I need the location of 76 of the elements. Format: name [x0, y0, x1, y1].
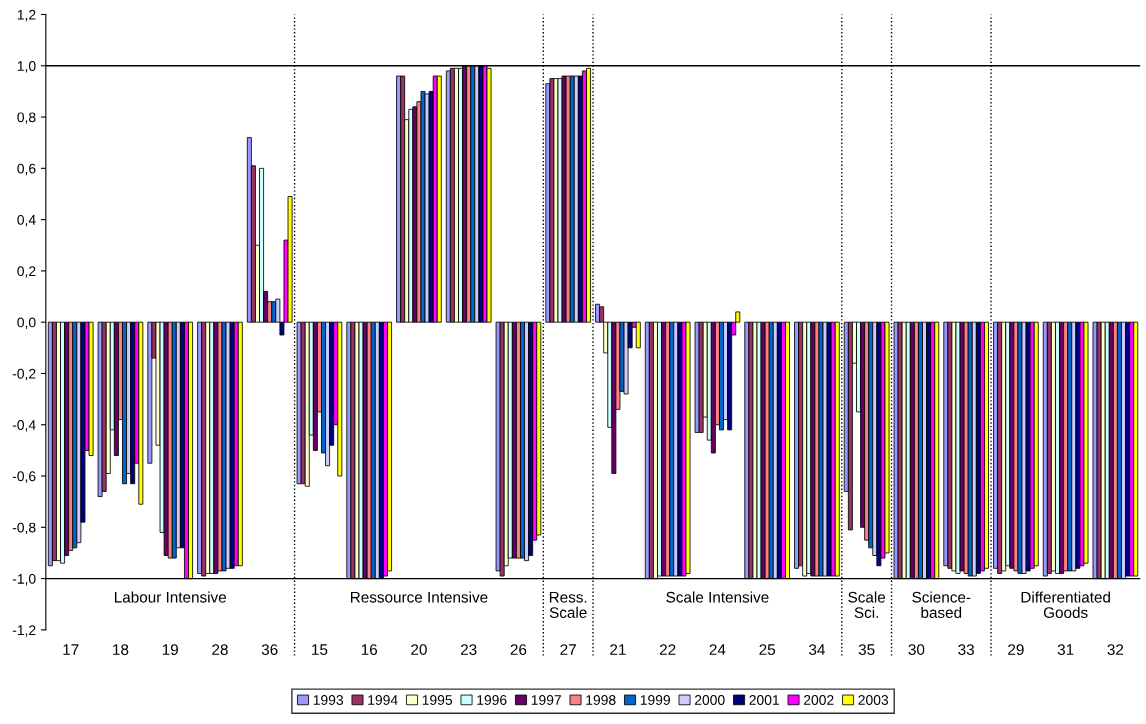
x-tick-label: 35 [858, 644, 875, 655]
x-tick-label: 28 [212, 644, 228, 655]
bar [727, 321, 733, 431]
legend-label: 1993 [313, 695, 344, 705]
x-tick-label: 36 [261, 644, 278, 655]
annotation: Ressource Intensive [350, 591, 488, 603]
y-tick-label: 0,8 [17, 112, 36, 124]
x-tick-label: 25 [759, 644, 776, 655]
annotation: Ress. Scale [549, 591, 587, 618]
legend-label: 1997 [531, 695, 561, 705]
bar [163, 321, 169, 556]
x-tick-label: 23 [460, 644, 477, 655]
y-tick-label: -0,8 [12, 522, 36, 535]
bar [436, 75, 442, 323]
bar [698, 321, 704, 433]
legend-label: 1994 [368, 695, 398, 705]
legend-label: 1998 [586, 695, 616, 705]
x-tick-label: 19 [162, 644, 178, 655]
legend-label: 2002 [803, 695, 834, 705]
y-tick-label: -1,0 [12, 573, 36, 586]
x-tick-label: 17 [63, 644, 79, 655]
bar [685, 321, 691, 574]
bar [565, 75, 571, 323]
bar [1083, 321, 1089, 564]
x-tick-label: 20 [411, 644, 427, 655]
annotation: Differentiated Goods [1021, 591, 1110, 618]
y-tick-label: 0,0 [17, 317, 36, 329]
bar [300, 321, 306, 485]
bar [963, 321, 969, 574]
x-tick-label: 32 [1107, 644, 1124, 655]
bar [847, 321, 853, 531]
x-tick-label: 18 [113, 644, 129, 655]
bar [229, 321, 235, 569]
x-tick-label: 29 [1008, 644, 1024, 655]
bar [337, 321, 343, 477]
bar [138, 321, 144, 505]
bar [1029, 321, 1035, 569]
x-tick-label: 30 [908, 644, 925, 655]
legend-label: 2000 [694, 695, 725, 705]
bar [88, 321, 94, 456]
y-tick-label: -0,2 [12, 368, 36, 381]
x-tick-label: 31 [1057, 644, 1074, 655]
legend-label: 1996 [477, 695, 507, 705]
bar [237, 321, 243, 567]
x-tick-label: 21 [610, 644, 626, 655]
y-tick-label: 0,6 [17, 163, 36, 176]
x-tick-label: 27 [560, 644, 576, 655]
annotation: Scale Sci. [848, 591, 886, 618]
y-tick-label: 0,4 [17, 214, 36, 227]
x-tick-label: 34 [809, 644, 825, 655]
legend-label: 2003 [858, 695, 889, 705]
legend-label: 1999 [640, 695, 670, 705]
annotation: Science- based [912, 591, 971, 618]
bar [147, 321, 153, 464]
x-tick-label: 33 [958, 644, 974, 655]
bar [623, 321, 629, 395]
x-tick-label: 22 [659, 644, 676, 655]
y-tick-label: -0,6 [12, 471, 36, 483]
legend-label: 1995 [422, 695, 453, 705]
legend-label: 2001 [749, 695, 779, 705]
x-tick-label: 24 [709, 644, 726, 655]
y-tick-label: -1,2 [12, 625, 36, 637]
annotation: Scale Intensive [666, 591, 769, 603]
y-tick-label: 1,0 [17, 61, 36, 73]
bar [259, 167, 265, 323]
annotation: Labour Intensive [114, 591, 227, 603]
bar [611, 321, 617, 474]
y-tick-label: 0,2 [17, 266, 36, 278]
bar [486, 67, 492, 323]
x-tick-label: 16 [361, 644, 378, 655]
x-tick-label: 26 [510, 644, 527, 655]
x-tick-label: 15 [312, 644, 328, 655]
y-tick-label: 1,2 [17, 9, 36, 22]
bar [1033, 321, 1039, 567]
bar [635, 321, 641, 349]
y-tick-label: -0,4 [12, 420, 36, 432]
